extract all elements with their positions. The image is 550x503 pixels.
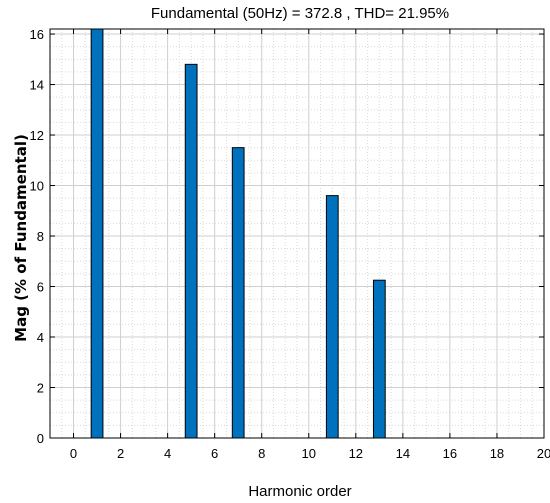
y-tick-label: 0 xyxy=(37,431,44,446)
x-tick-label: 16 xyxy=(443,446,457,461)
plot-frame xyxy=(49,28,545,439)
x-tick-label: 14 xyxy=(396,446,410,461)
chart-title: Fundamental (50Hz) = 372.8 , THD= 21.95% xyxy=(151,5,449,22)
x-tick-label: 2 xyxy=(117,446,124,461)
y-tick-label: 12 xyxy=(30,128,44,143)
minor-grid xyxy=(50,29,544,438)
x-tick-label: 10 xyxy=(302,446,316,461)
y-tick-label: 8 xyxy=(37,229,44,244)
x-axis-ticks: 0 2 4 6 8 10 12 14 16 18 20 xyxy=(70,29,550,461)
x-tick-label: 8 xyxy=(258,446,265,461)
x-tick-label: 18 xyxy=(490,446,504,461)
x-tick-label: 20 xyxy=(537,446,550,461)
y-tick-label: 4 xyxy=(37,330,44,345)
y-tick-label: 10 xyxy=(30,179,44,194)
bar-harmonic-11 xyxy=(325,195,339,439)
bar-harmonic-1 xyxy=(90,28,104,439)
x-tick-label: 6 xyxy=(211,446,218,461)
x-tick-label: 12 xyxy=(349,446,363,461)
y-tick-label: 2 xyxy=(37,381,44,396)
x-axis-label: Harmonic order xyxy=(248,483,351,500)
y-tick-label: 6 xyxy=(37,280,44,295)
x-tick-label: 0 xyxy=(70,446,77,461)
y-tick-label: 16 xyxy=(30,27,44,42)
bar-harmonic-7 xyxy=(231,147,245,439)
bars xyxy=(90,28,386,439)
bar-harmonic-13 xyxy=(372,279,386,439)
y-tick-label: 14 xyxy=(30,78,44,93)
x-tick-label: 4 xyxy=(164,446,171,461)
bar-harmonic-5 xyxy=(184,63,198,439)
y-axis-ticks: 0 2 4 6 8 10 12 14 16 xyxy=(30,27,544,446)
y-axis-label: Mag (% of Fundamental) xyxy=(12,134,30,342)
